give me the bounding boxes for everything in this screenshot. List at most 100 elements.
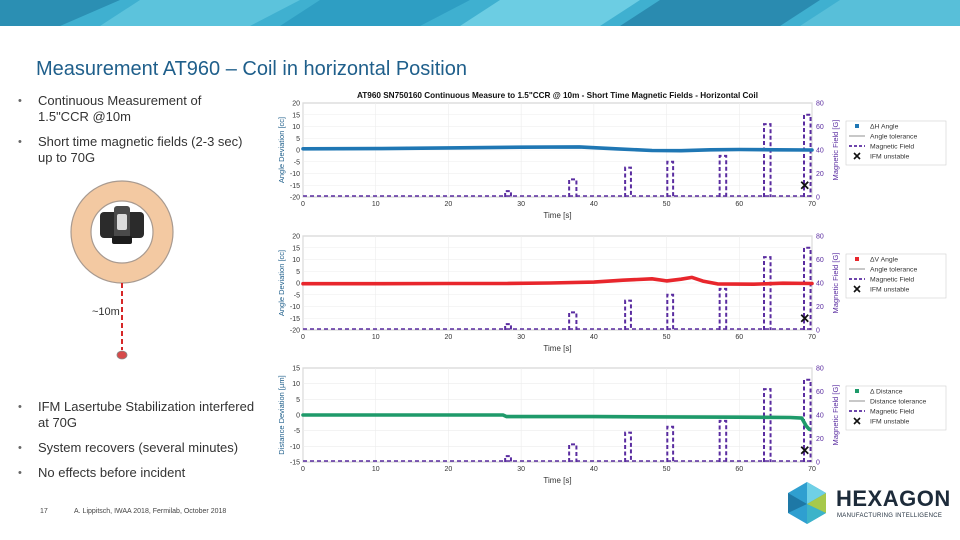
bullet-list-bottom: IFM Lasertube Stabilization interfered a… — [18, 399, 268, 490]
logo-tagline: MANUFACTURING INTELLIGENCE — [837, 513, 943, 519]
magnetic-field-pulse — [666, 160, 675, 197]
y-tick-label: -10 — [290, 304, 300, 311]
legend-label: IFM unstable — [870, 154, 910, 161]
x-tick-label: 30 — [517, 466, 525, 473]
y2-tick-label: 0 — [816, 460, 820, 467]
legend-label: ΔV Angle — [870, 257, 898, 264]
legend-label: Magnetic Field — [870, 277, 914, 284]
y2-axis-label: Magnetic Field [G] — [831, 253, 840, 314]
header-band — [0, 0, 960, 26]
hexagon-logo: HEXAGON MANUFACTURING INTELLIGENCE — [784, 480, 950, 526]
magnetic-field-pulse — [624, 166, 632, 197]
x-tick-label: 70 — [808, 466, 816, 473]
bullet-item: Continuous Measurement of 1.5"CCR @10m — [18, 93, 248, 125]
y2-tick-label: 40 — [816, 281, 824, 288]
chart-2 — [301, 235, 947, 331]
legend-box — [845, 120, 947, 166]
legend-marker — [853, 417, 861, 425]
magnetic-field-pulse — [666, 293, 675, 330]
x-axis-label: Time [s] — [543, 344, 571, 353]
y2-tick-label: 80 — [816, 101, 824, 108]
chart-3 — [301, 367, 947, 463]
magnetic-field-pulse — [718, 419, 728, 462]
y2-tick-label: 0 — [816, 328, 820, 335]
y2-tick-label: 20 — [816, 436, 824, 443]
y-tick-label: -15 — [290, 460, 300, 467]
x-tick-label: 40 — [590, 334, 598, 341]
y-tick-label: 20 — [292, 101, 300, 108]
magnetic-field-pulse — [568, 178, 578, 197]
legend-label: Distance tolerance — [870, 399, 927, 406]
bullet-item: IFM Lasertube Stabilization interfered a… — [18, 399, 268, 431]
y-tick-label: 10 — [292, 124, 300, 131]
bullet-item: No effects before incident — [18, 465, 268, 481]
y-tick-label: 10 — [292, 257, 300, 264]
y-tick-label: 5 — [296, 269, 300, 276]
legend-label: Angle tolerance — [870, 134, 917, 141]
legend-marker — [855, 257, 859, 261]
x-tick-label: 0 — [301, 334, 305, 341]
magnetic-field-pulse — [718, 287, 728, 330]
legend-label: ΔH Angle — [870, 124, 899, 131]
reflector-icon — [116, 350, 128, 360]
y-tick-label: -5 — [294, 428, 300, 435]
x-tick-label: 10 — [372, 201, 380, 208]
x-tick-label: 20 — [445, 466, 453, 473]
x-tick-label: 50 — [663, 201, 671, 208]
ifm-unstable-marker — [800, 181, 809, 190]
legend-marker — [855, 124, 859, 128]
x-tick-label: 60 — [735, 466, 743, 473]
legend-box — [845, 253, 947, 299]
y-tick-label: 0 — [296, 281, 300, 288]
slide-title: Measurement AT960 – Coil in horizontal P… — [36, 58, 467, 80]
bullet-item: System recovers (several minutes) — [18, 440, 268, 456]
magnetic-field-pulse — [624, 431, 632, 462]
y-tick-label: -10 — [290, 171, 300, 178]
y-tick-label: -20 — [290, 195, 300, 202]
x-tick-label: 40 — [590, 466, 598, 473]
magnetic-field-pulse — [803, 113, 812, 197]
x-axis-label: Time [s] — [543, 476, 571, 485]
y2-tick-label: 60 — [816, 389, 824, 396]
plot-frame — [302, 102, 813, 198]
hexagon-logo-mark — [788, 482, 826, 524]
legend-label: Magnetic Field — [870, 409, 914, 416]
y-tick-label: 5 — [296, 136, 300, 143]
y-tick-label: 0 — [296, 413, 300, 420]
legend-marker — [853, 152, 861, 160]
page-number: 17 — [40, 508, 48, 515]
legend-marker — [853, 285, 861, 293]
logo-name: HEXAGON — [836, 486, 951, 511]
ifm-unstable-marker — [800, 314, 809, 323]
y-tick-label: -15 — [290, 183, 300, 190]
x-tick-label: 30 — [517, 201, 525, 208]
y2-tick-label: 20 — [816, 304, 824, 311]
y-tick-label: -20 — [290, 328, 300, 335]
x-tick-label: 70 — [808, 334, 816, 341]
legend-marker — [855, 389, 859, 393]
y-tick-label: -10 — [290, 444, 300, 451]
y2-tick-label: 80 — [816, 234, 824, 241]
magnetic-field-pulse — [763, 388, 772, 462]
y-tick-label: -15 — [290, 316, 300, 323]
y-tick-label: -5 — [294, 159, 300, 166]
y2-tick-label: 60 — [816, 124, 824, 131]
magnetic-field-pulse — [763, 123, 772, 197]
y-tick-label: 20 — [292, 234, 300, 241]
magnetic-field-pulse — [763, 256, 772, 330]
data-series-line — [301, 413, 811, 431]
y-tick-label: 15 — [292, 112, 300, 119]
y2-tick-label: 40 — [816, 148, 824, 155]
ifm-unstable-marker — [800, 446, 809, 455]
chart-title: AT960 SN750160 Continuous Measure to 1.5… — [357, 91, 758, 100]
bullet-list-top: Continuous Measurement of 1.5"CCR @10m S… — [18, 93, 248, 175]
x-axis-label: Time [s] — [543, 211, 571, 220]
data-series-line — [301, 275, 814, 287]
magnetic-field-pulse — [504, 455, 512, 462]
x-tick-label: 0 — [301, 466, 305, 473]
laser-tracker-icon — [100, 206, 144, 244]
y2-axis-label: Magnetic Field [G] — [831, 385, 840, 446]
magnetic-field-pulse — [568, 311, 578, 330]
coil-diagram: ~10m — [70, 180, 174, 360]
bullet-item: Short time magnetic fields (2-3 sec) up … — [18, 134, 248, 166]
